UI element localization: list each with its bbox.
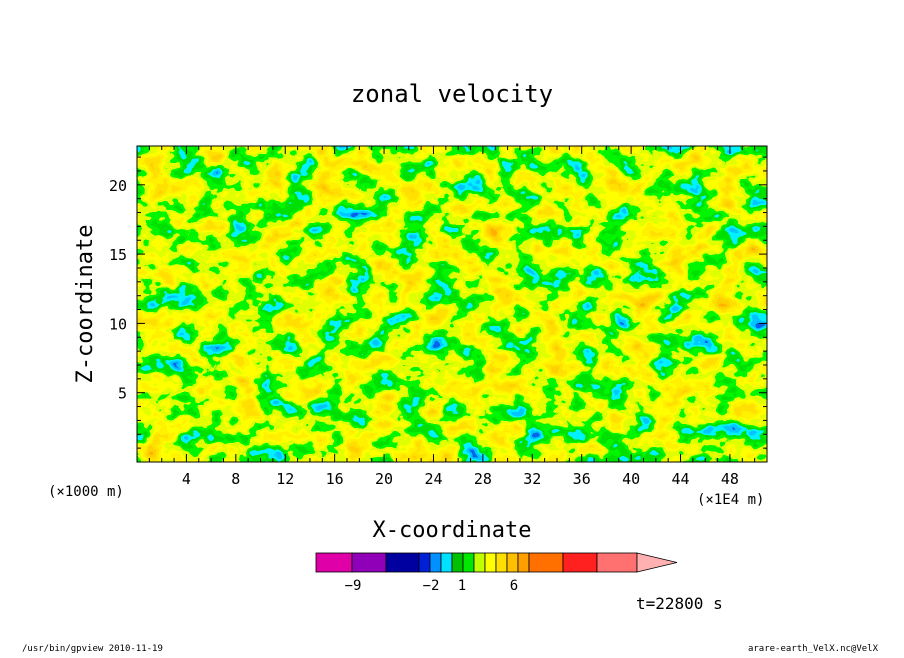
x-axis: 4 8 12 16 20 24 28 32 36 40 44 48 xyxy=(148,146,756,488)
colorbar-swatch xyxy=(484,552,497,573)
colorbar-tick-label: 1 xyxy=(458,578,466,594)
colorbar-swatch xyxy=(473,552,486,573)
colorbar-swatch xyxy=(562,552,598,573)
footer-left: /usr/bin/gpview 2010-11-19 xyxy=(22,644,163,654)
x-tick-label: 44 xyxy=(671,470,689,488)
colorbar-swatch xyxy=(429,552,442,573)
colorbar-swatch xyxy=(517,552,530,573)
plot-frame xyxy=(136,145,768,463)
z-tick-label: 10 xyxy=(109,315,127,333)
colorbar-swatch xyxy=(451,552,464,573)
x-tick-label: 4 xyxy=(182,470,191,488)
z-unit-label: (×1000 m) xyxy=(48,484,124,500)
z-tick-label: 15 xyxy=(109,246,127,264)
x-unit-label: (×1E4 m) xyxy=(697,492,764,508)
x-tick-label: 24 xyxy=(424,470,442,488)
x-tick-label: 8 xyxy=(231,470,240,488)
colorbar-tick-label: −2 xyxy=(423,578,440,594)
footer-right: arare-earth_VelX.nc@VelX xyxy=(748,644,879,654)
colorbar-swatch xyxy=(596,552,638,573)
y-axis-label: Z-coordinate xyxy=(73,225,98,384)
x-tick-label: 48 xyxy=(721,470,739,488)
colorbar-swatch xyxy=(462,552,475,573)
time-label: t=22800 s xyxy=(636,594,723,613)
colorbar-swatch xyxy=(495,552,508,573)
colorbar-swatch xyxy=(440,552,453,573)
colorbar-swatch xyxy=(351,552,387,573)
x-tick-label: 32 xyxy=(523,470,541,488)
x-tick-label: 36 xyxy=(573,470,591,488)
colorbar-swatch xyxy=(315,552,353,573)
chart-title: zonal velocity xyxy=(351,80,553,108)
colorbar-swatch xyxy=(385,552,420,573)
colorbar-extend-arrow xyxy=(636,552,678,573)
x-axis-label: X-coordinate xyxy=(373,518,532,543)
x-tick-label: 16 xyxy=(326,470,344,488)
colorbar: −9 −2 1 6 xyxy=(315,552,678,594)
colorbar-swatch xyxy=(418,552,431,573)
z-axis: 5 10 15 20 xyxy=(109,156,767,449)
heatmap-field xyxy=(137,146,767,462)
x-tick-label: 40 xyxy=(622,470,640,488)
colorbar-swatch xyxy=(506,552,519,573)
x-tick-label: 28 xyxy=(474,470,492,488)
z-tick-label: 20 xyxy=(109,177,127,195)
colorbar-tick-label: −9 xyxy=(345,578,362,594)
x-tick-label: 12 xyxy=(276,470,294,488)
z-tick-label: 5 xyxy=(118,385,127,403)
colorbar-tick-label: 6 xyxy=(510,578,518,594)
colorbar-swatch xyxy=(528,552,564,573)
x-tick-label: 20 xyxy=(375,470,393,488)
